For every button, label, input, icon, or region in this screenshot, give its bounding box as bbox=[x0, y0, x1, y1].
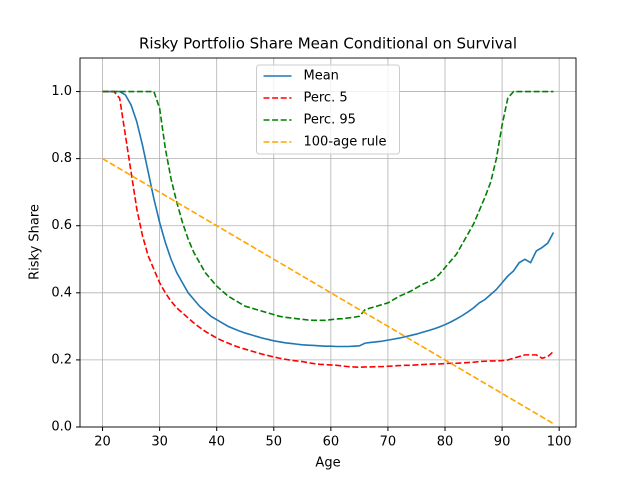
x-tick-label: 100 bbox=[547, 435, 572, 450]
series-line bbox=[102, 90, 555, 348]
y-tick-label: 0.2 bbox=[51, 352, 72, 367]
x-tick-label: 20 bbox=[94, 435, 111, 450]
y-tick-label: 0.6 bbox=[51, 218, 72, 233]
chart-title: Risky Portfolio Share Mean Conditional o… bbox=[139, 35, 517, 53]
x-tick-label: 90 bbox=[494, 435, 511, 450]
y-tick-label: 0.0 bbox=[51, 420, 72, 435]
series-line bbox=[102, 157, 554, 425]
x-tick-label: 60 bbox=[323, 435, 340, 450]
x-tick-label: 40 bbox=[208, 435, 225, 450]
y-axis-label: Risky Share bbox=[28, 204, 43, 280]
x-tick-label: 80 bbox=[437, 435, 454, 450]
legend-box bbox=[256, 64, 400, 155]
plot-frame bbox=[79, 57, 577, 428]
legend-label: Perc. 95 bbox=[304, 113, 356, 128]
series-line bbox=[102, 90, 554, 322]
y-tick-label: 0.8 bbox=[51, 151, 72, 166]
x-tick-label: 70 bbox=[380, 435, 397, 450]
legend-label: 100-age rule bbox=[304, 135, 387, 150]
legend-label: Mean bbox=[304, 69, 339, 84]
legend-label: Perc. 5 bbox=[304, 91, 348, 106]
y-tick-label: 0.4 bbox=[51, 285, 72, 300]
x-tick-label: 50 bbox=[266, 435, 283, 450]
y-tick-label: 1.0 bbox=[51, 84, 72, 99]
series-line bbox=[102, 90, 554, 369]
x-axis-label: Age bbox=[315, 456, 340, 471]
x-tick-label: 30 bbox=[151, 435, 168, 450]
